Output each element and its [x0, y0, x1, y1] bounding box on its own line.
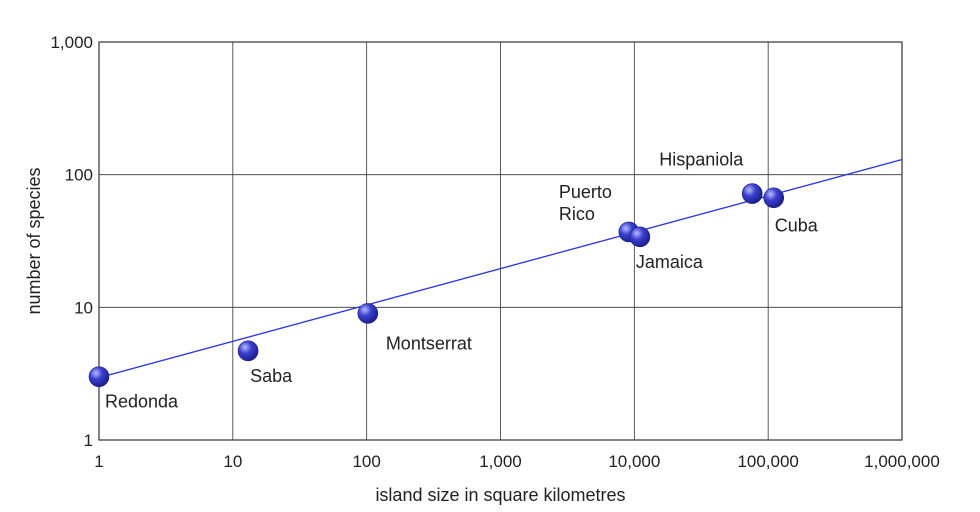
- x-axis: 1 10 100 1,000 10,000 100,000 1,000,000: [94, 452, 940, 471]
- data-point-jamaica: [629, 226, 651, 248]
- data-points: [88, 183, 785, 388]
- point-label-saba: Saba: [250, 366, 293, 386]
- data-point-cuba: [763, 187, 785, 209]
- point-label-jamaica: Jamaica: [636, 252, 704, 272]
- y-tick-label: 10: [74, 298, 93, 317]
- y-axis-title: number of species: [24, 167, 44, 314]
- grid: [98, 41, 903, 441]
- y-tick-label: 100: [65, 166, 93, 185]
- x-axis-title: island size in square kilometres: [375, 485, 625, 505]
- point-label-puerto-rico: Puerto Rico: [559, 182, 612, 224]
- x-tick-label: 10,000: [608, 452, 660, 471]
- point-label-hispaniola: Hispaniola: [659, 150, 744, 170]
- point-label-montserrat: Montserrat: [386, 333, 472, 353]
- x-tick-label: 1,000: [479, 452, 522, 471]
- x-tick-label: 100,000: [737, 452, 798, 471]
- x-tick-label: 1: [94, 452, 103, 471]
- x-tick-label: 10: [223, 452, 242, 471]
- plot-frame: [98, 41, 903, 441]
- point-label-cuba: Cuba: [775, 216, 819, 236]
- y-tick-label: 1,000: [50, 33, 93, 52]
- data-point-saba: [237, 340, 259, 362]
- data-point-montserrat: [357, 303, 379, 324]
- point-labels: Redonda Saba Montserrat Puerto Rico Jamaica Hi…: [105, 150, 819, 412]
- point-label-redonda: Redonda: [105, 392, 179, 412]
- y-tick-label: 1: [84, 431, 93, 450]
- data-point-hispaniola: [741, 183, 763, 204]
- x-tick-label: 1,000,000: [864, 452, 940, 471]
- y-axis: 1 10 100 1,000: [50, 33, 93, 450]
- data-point-redonda: [88, 366, 110, 388]
- x-tick-label: 100: [352, 452, 380, 471]
